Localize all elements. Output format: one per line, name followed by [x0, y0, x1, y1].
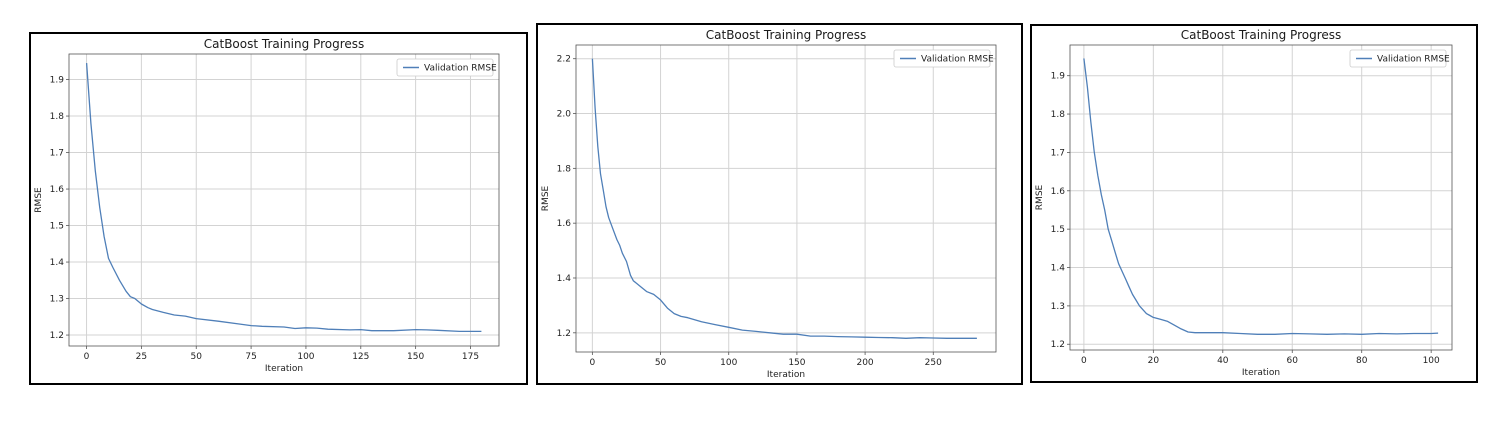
y-tick-label: 1.3 [1051, 302, 1065, 312]
y-tick-label: 1.6 [50, 185, 65, 195]
x-tick-label: 150 [788, 358, 805, 368]
y-tick-label: 1.9 [1051, 72, 1066, 82]
plot-area-frame [575, 44, 997, 353]
series-line-validation-rmse [1083, 58, 1439, 335]
plot-area-frame [68, 53, 500, 347]
y-tick-label: 1.6 [1051, 187, 1066, 197]
chart-1: 0 25 50 75 100 125 150 175 1.2 1.3 1.4 1.5 1.6 1.7 1.8… [34, 37, 500, 374]
x-tick-label: 100 [720, 358, 737, 368]
y-tick-label: 1.7 [1051, 148, 1065, 158]
x-tick-label: 0 [84, 352, 90, 362]
x-tick-label: 0 [1081, 356, 1087, 366]
y-tick-label: 1.4 [50, 258, 65, 268]
x-tick-label: 25 [136, 352, 147, 362]
legend: Validation RMSE [396, 58, 497, 77]
x-axis-label: Iteration [265, 364, 303, 374]
x-tick-label: 175 [462, 352, 479, 362]
y-tick-label: 1.2 [557, 329, 571, 339]
legend-label: Validation RMSE [424, 64, 497, 74]
x-tick-label: 60 [1287, 356, 1299, 366]
x-axis-label: Iteration [767, 370, 805, 380]
y-tick-label: 1.8 [557, 164, 572, 174]
legend-box [893, 49, 991, 68]
x-tick-label: 40 [1217, 356, 1229, 366]
x-tick-label: 150 [407, 352, 424, 362]
y-tick-label: 1.8 [50, 112, 65, 122]
x-tick-label: 200 [856, 358, 873, 368]
series-line-validation-rmse [85, 63, 482, 333]
y-axis-label: RMSE [1035, 184, 1045, 210]
chart-title: CatBoost Training Progress [204, 37, 365, 51]
legend: Validation RMSE [1349, 49, 1450, 68]
legend-box [396, 58, 494, 77]
y-tick-label: 1.2 [50, 331, 64, 341]
y-tick-label: 1.8 [1051, 110, 1066, 120]
y-tick-label: 1.4 [557, 274, 572, 284]
x-tick-label: 20 [1148, 356, 1160, 366]
chart-title: CatBoost Training Progress [1181, 28, 1342, 42]
legend-box [1349, 49, 1447, 68]
chart-panel-2: 0 50 100 150 200 250 1.2 1.4 1.6 1.8 2.0 2.2 CatBoos… [536, 23, 1023, 385]
x-axis-label: Iteration [1242, 368, 1280, 378]
x-tick-label: 50 [191, 352, 203, 362]
x-tick-label: 100 [1423, 356, 1440, 366]
chart-panel-3: 0 20 40 60 80 100 1.2 1.3 1.4 1.5 1.6 1.7 1.8 1.9 CatB… [1030, 24, 1478, 383]
y-tick-label: 2.0 [557, 110, 572, 120]
y-tick-label: 1.9 [50, 76, 65, 86]
y-tick-label: 2.2 [557, 55, 571, 65]
y-tick-label: 1.6 [557, 219, 572, 229]
y-tick-label: 1.3 [50, 295, 64, 305]
y-tick-label: 1.4 [1051, 264, 1066, 274]
x-tick-label: 50 [655, 358, 667, 368]
x-tick-label: 0 [589, 358, 595, 368]
x-tick-label: 80 [1356, 356, 1368, 366]
legend-label: Validation RMSE [921, 55, 994, 65]
legend: Validation RMSE [893, 49, 994, 68]
x-tick-label: 250 [925, 358, 942, 368]
chart-3: 0 20 40 60 80 100 1.2 1.3 1.4 1.5 1.6 1.7 1.8 1.9 CatB… [1035, 28, 1453, 378]
series-line-validation-rmse [591, 58, 977, 339]
y-axis-label: RMSE [34, 187, 44, 213]
plot-area-frame [1069, 44, 1453, 351]
x-tick-label: 75 [245, 352, 256, 362]
y-tick-label: 1.5 [1051, 225, 1065, 235]
y-tick-label: 1.5 [50, 222, 64, 232]
x-tick-label: 100 [297, 352, 314, 362]
y-axis-label: RMSE [541, 185, 551, 211]
chart-title: CatBoost Training Progress [706, 28, 867, 42]
y-tick-label: 1.2 [1051, 340, 1065, 350]
legend-label: Validation RMSE [1377, 55, 1450, 65]
y-tick-label: 1.7 [50, 149, 64, 159]
chart-2: 0 50 100 150 200 250 1.2 1.4 1.6 1.8 2.0 2.2 CatBoos… [541, 28, 997, 380]
x-tick-label: 125 [352, 352, 369, 362]
chart-panel-1: 0 25 50 75 100 125 150 175 1.2 1.3 1.4 1.5 1.6 1.7 1.8… [29, 32, 528, 385]
